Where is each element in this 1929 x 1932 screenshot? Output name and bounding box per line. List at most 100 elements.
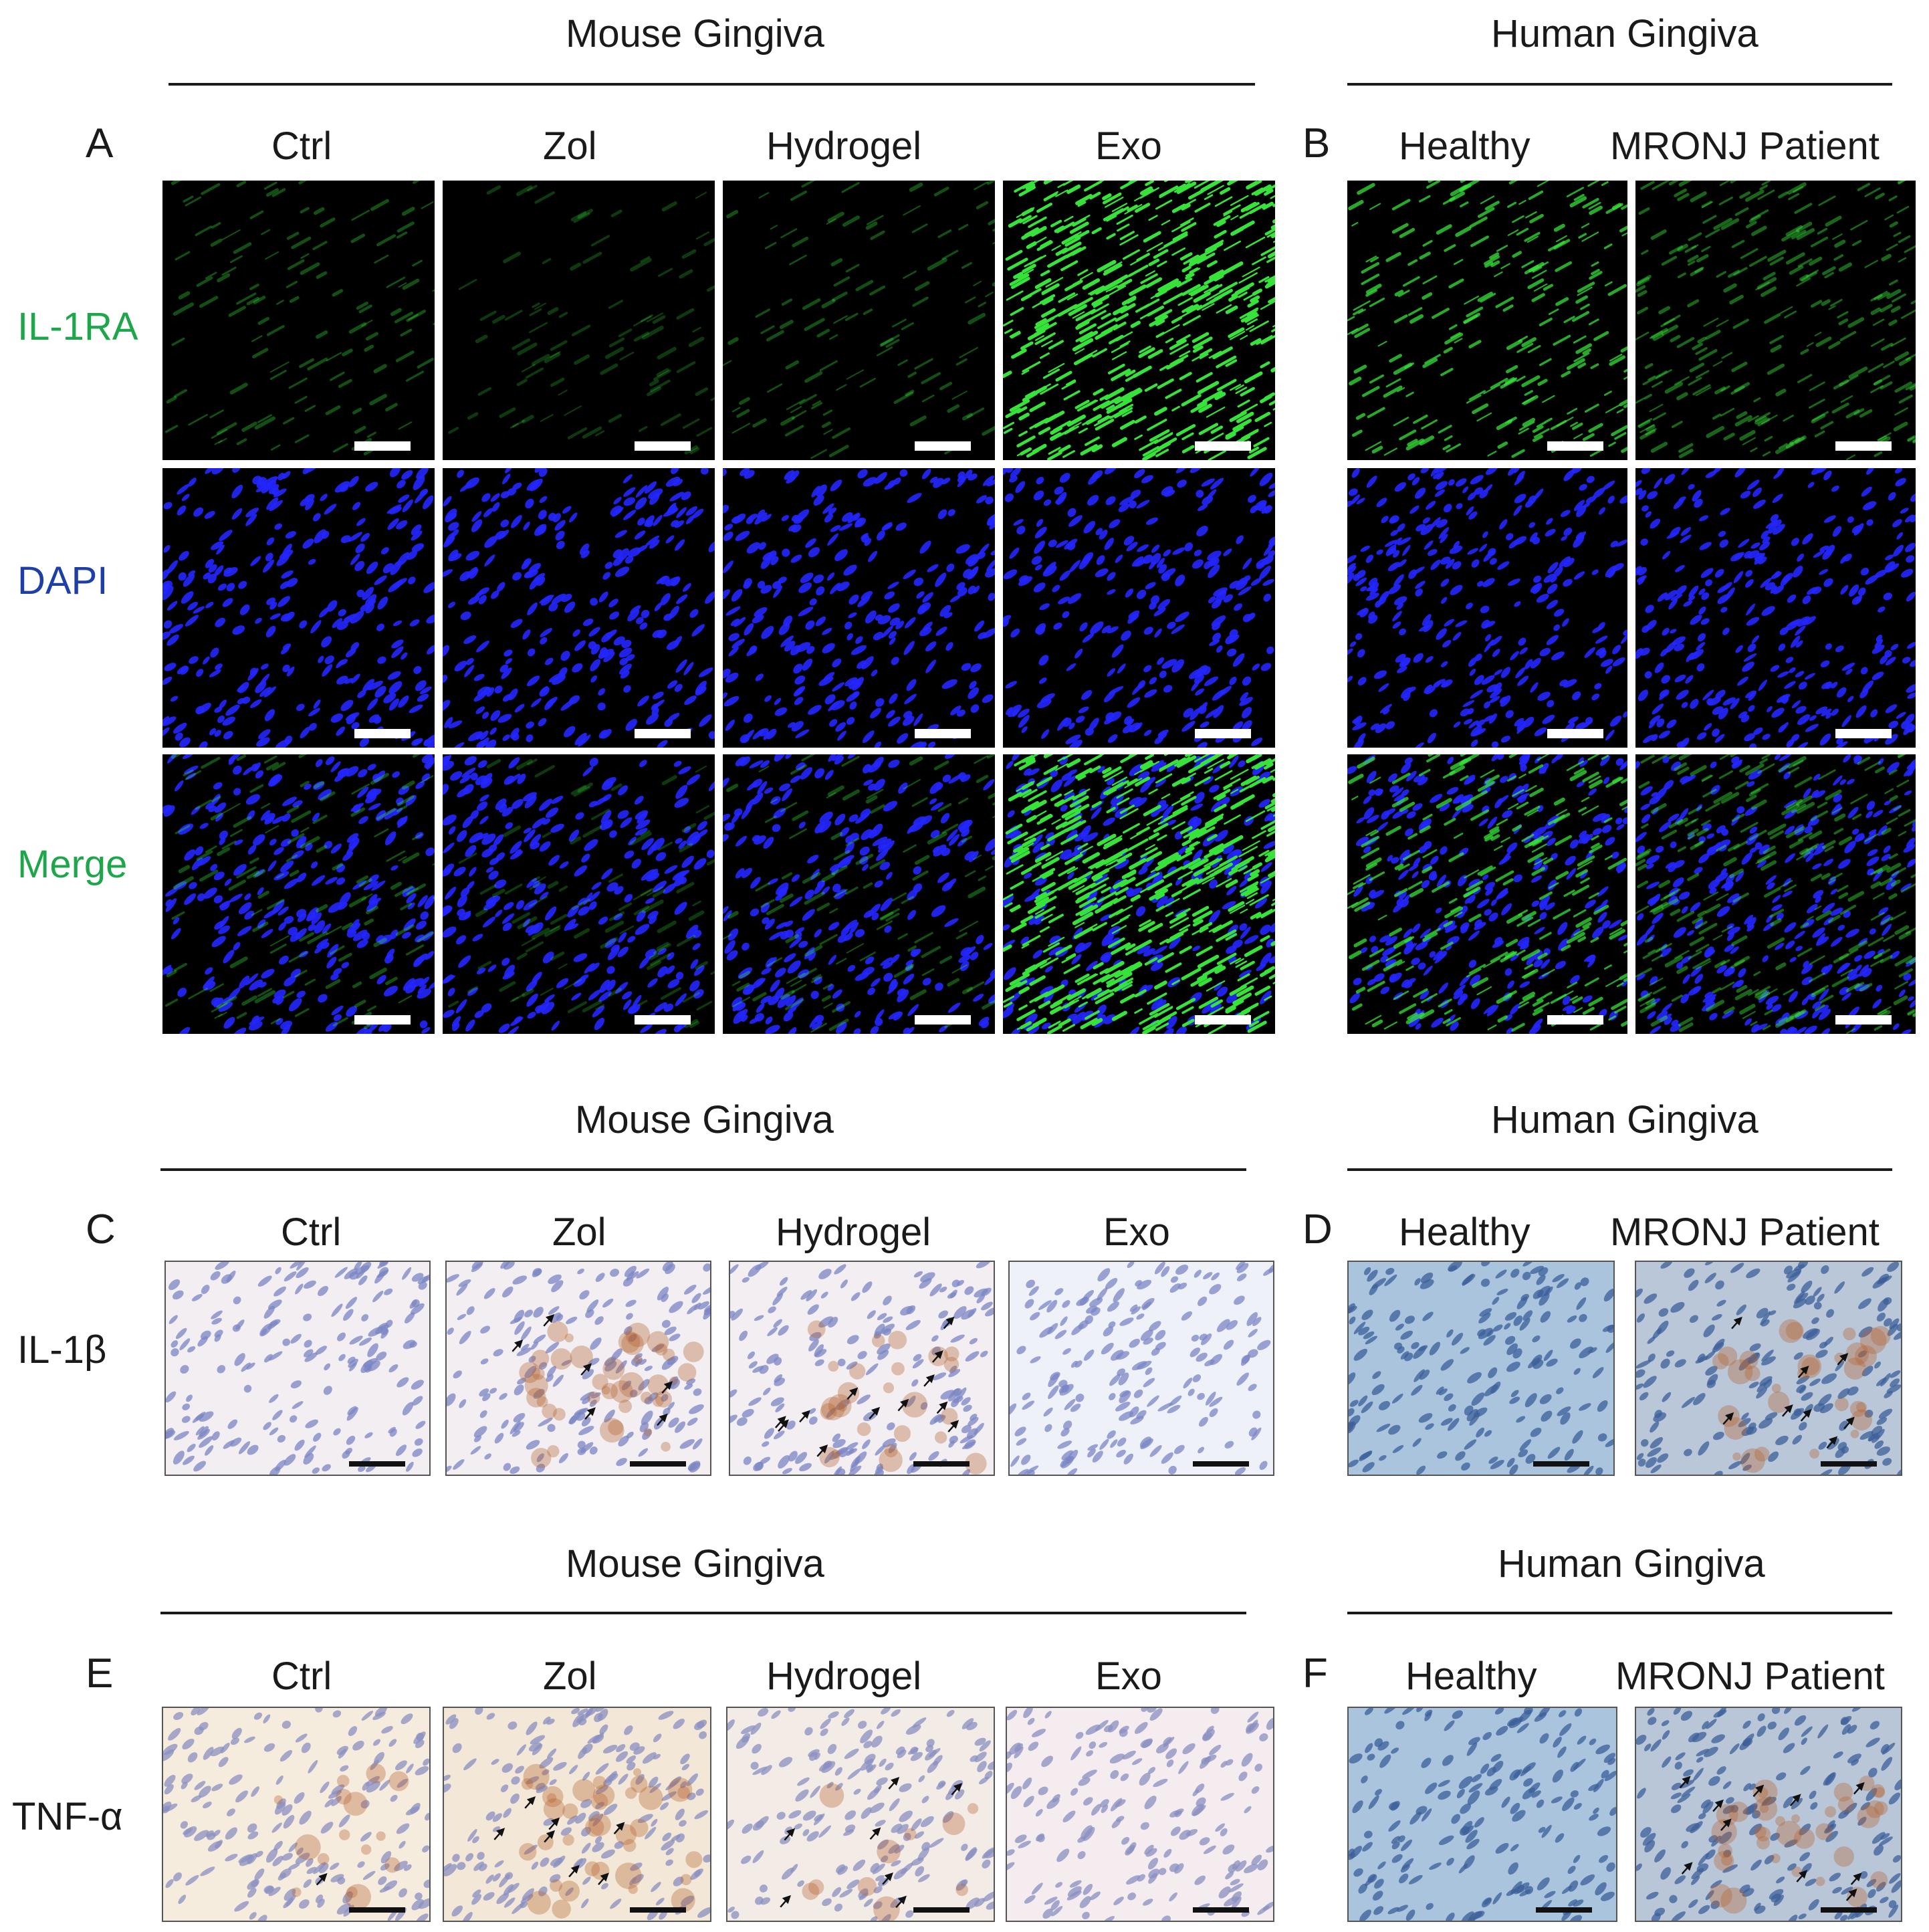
scale-bar [630, 1461, 686, 1467]
col-label-e-exo: Exo [1095, 1654, 1162, 1698]
panel-letter-f: F [1302, 1650, 1328, 1697]
scale-bar [1195, 1015, 1251, 1025]
scale-bar [915, 441, 971, 451]
ihc-d-panel-healthy [1347, 1261, 1615, 1476]
row-label-dapi: DAPI [17, 559, 108, 603]
scale-bar [1821, 1907, 1877, 1913]
scale-bar [1547, 729, 1603, 738]
col-label-e-zol: Zol [543, 1654, 597, 1698]
scale-bar [1193, 1461, 1249, 1467]
if-panel-a-r0-c0 [162, 181, 435, 460]
scale-bar [913, 1907, 970, 1913]
ihc-c-panel-3 [1008, 1261, 1274, 1476]
header-a-rule [168, 83, 1255, 86]
header-c-rule [160, 1168, 1246, 1171]
panel-letter-b: B [1302, 120, 1331, 167]
header-f-rule [1347, 1612, 1892, 1614]
if-panel-a-r2-c0 [162, 754, 435, 1034]
if-panel-a-r0-c3 [1003, 181, 1275, 460]
scale-bar [1536, 1907, 1592, 1913]
ihc-d-panel-mronj [1635, 1261, 1902, 1476]
ihc-c-panel-0 [164, 1261, 431, 1476]
header-b-rule [1347, 83, 1892, 86]
ihc-f-panel-healthy [1347, 1707, 1617, 1922]
scale-bar [354, 441, 411, 451]
row-label-il1b: IL-1β [17, 1328, 107, 1372]
panel-letter-e: E [86, 1650, 114, 1697]
scale-bar [349, 1461, 405, 1467]
header-f-human-gingiva: Human Gingiva [1498, 1542, 1765, 1586]
if-panel-b-r2-c0 [1347, 754, 1627, 1034]
header-e-mouse-gingiva: Mouse Gingiva [566, 1542, 824, 1586]
ihc-e-panel-0 [162, 1707, 431, 1922]
scale-bar [349, 1907, 405, 1913]
ihc-c-panel-1 [445, 1261, 711, 1476]
if-panel-a-r1-c0 [162, 468, 435, 748]
col-label-c-exo: Exo [1103, 1210, 1170, 1254]
col-label-d-healthy: Healthy [1399, 1210, 1530, 1254]
scale-bar [1835, 441, 1892, 451]
scale-bar [1195, 729, 1251, 738]
header-a-mouse-gingiva: Mouse Gingiva [566, 12, 824, 56]
header-c-mouse-gingiva: Mouse Gingiva [575, 1098, 834, 1142]
col-label-a-zol: Zol [543, 124, 597, 168]
if-panel-a-r1-c2 [723, 468, 995, 748]
if-panel-a-r2-c3 [1003, 754, 1275, 1034]
col-label-b-healthy: Healthy [1399, 124, 1530, 168]
if-panel-b-r0-c1 [1635, 181, 1916, 460]
if-panel-a-r0-c1 [443, 181, 715, 460]
col-label-b-mronj: MRONJ Patient [1610, 124, 1880, 168]
scale-bar [1821, 1461, 1877, 1467]
col-label-e-ctrl: Ctrl [271, 1654, 332, 1698]
row-label-merge: Merge [17, 843, 128, 886]
ihc-e-panel-2 [726, 1707, 995, 1922]
ihc-f-panel-mronj [1635, 1707, 1902, 1922]
if-panel-a-r1-c3 [1003, 468, 1275, 748]
scale-bar [635, 729, 691, 738]
scale-bar [1533, 1461, 1589, 1467]
header-b-human-gingiva: Human Gingiva [1491, 12, 1758, 56]
header-e-rule [160, 1612, 1246, 1614]
col-label-a-hydrogel: Hydrogel [766, 124, 922, 168]
ihc-e-panel-1 [443, 1707, 711, 1922]
scale-bar [1195, 441, 1251, 451]
row-label-tnfa: TNF-α [12, 1795, 123, 1838]
panel-letter-d: D [1302, 1206, 1333, 1253]
ihc-c-panel-2 [729, 1261, 995, 1476]
scale-bar [915, 729, 971, 738]
scale-bar [1835, 1015, 1892, 1025]
scale-bar [630, 1907, 686, 1913]
scale-bar [354, 729, 411, 738]
header-d-human-gingiva: Human Gingiva [1491, 1098, 1758, 1142]
row-label-il1ra: IL-1RA [17, 305, 138, 348]
scale-bar [1193, 1907, 1249, 1913]
col-label-c-ctrl: Ctrl [281, 1210, 342, 1254]
col-label-c-hydrogel: Hydrogel [776, 1210, 931, 1254]
if-panel-a-r2-c1 [443, 754, 715, 1034]
panel-letter-c: C [86, 1206, 116, 1253]
header-d-rule [1347, 1168, 1892, 1171]
scale-bar [1547, 441, 1603, 451]
scale-bar [354, 1015, 411, 1025]
if-panel-b-r0-c0 [1347, 181, 1627, 460]
if-panel-a-r1-c1 [443, 468, 715, 748]
ihc-e-panel-3 [1006, 1707, 1274, 1922]
col-label-c-zol: Zol [552, 1210, 606, 1254]
scale-bar [635, 1015, 691, 1025]
scale-bar [1835, 729, 1892, 738]
if-panel-b-r1-c0 [1347, 468, 1627, 748]
panel-letter-a: A [86, 120, 114, 167]
col-label-a-ctrl: Ctrl [271, 124, 332, 168]
scale-bar [915, 1015, 971, 1025]
scale-bar [635, 441, 691, 451]
col-label-a-exo: Exo [1095, 124, 1162, 168]
if-panel-b-r1-c1 [1635, 468, 1916, 748]
scale-bar [913, 1461, 970, 1467]
if-panel-a-r2-c2 [723, 754, 995, 1034]
col-label-f-healthy: Healthy [1405, 1654, 1537, 1698]
col-label-e-hydrogel: Hydrogel [766, 1654, 922, 1698]
scale-bar [1547, 1015, 1603, 1025]
col-label-d-mronj: MRONJ Patient [1610, 1210, 1880, 1254]
if-panel-a-r0-c2 [723, 181, 995, 460]
if-panel-b-r2-c1 [1635, 754, 1916, 1034]
